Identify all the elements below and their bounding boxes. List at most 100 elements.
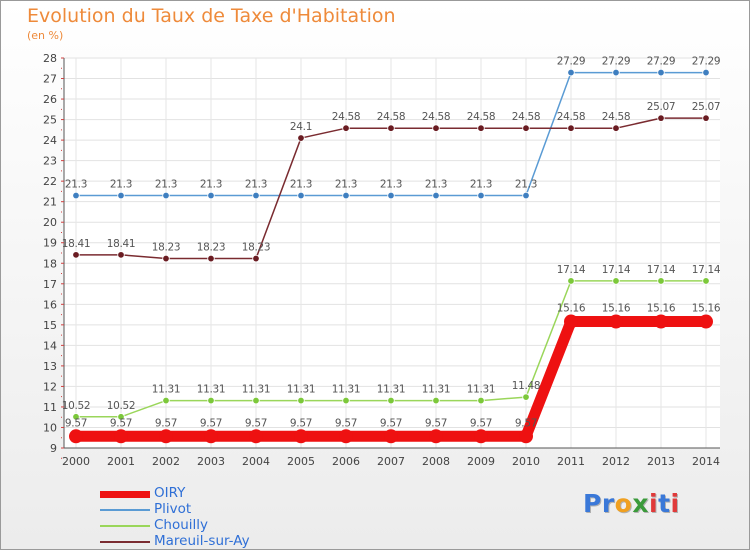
data-point-mareuil-sur-ay	[702, 114, 710, 122]
data-point-mareuil-sur-ay	[612, 124, 620, 132]
data-point-oiry	[69, 429, 83, 444]
data-point-chouilly	[702, 277, 710, 285]
y-tick-label: 15	[43, 319, 57, 332]
data-label-oiry: 9.57	[515, 417, 537, 429]
data-point-mareuil-sur-ay	[387, 124, 395, 132]
y-tick-label: 11	[43, 401, 57, 414]
y-tick-label: 17	[43, 278, 57, 291]
x-tick-label: 2010	[512, 455, 540, 468]
data-point-mareuil-sur-ay	[297, 134, 305, 142]
data-label-mareuil-sur-ay: 24.58	[467, 111, 496, 123]
data-point-oiry	[429, 429, 443, 444]
data-point-oiry	[474, 429, 488, 444]
data-label-plivot: 21.3	[200, 179, 222, 191]
data-label-chouilly: 10.52	[62, 400, 91, 412]
x-tick-label: 2008	[422, 455, 450, 468]
data-point-plivot	[342, 191, 350, 200]
data-label-plivot: 21.3	[470, 179, 492, 191]
data-label-chouilly: 17.14	[647, 264, 676, 276]
logo-letter: t	[658, 489, 671, 518]
data-label-plivot: 27.29	[647, 56, 676, 68]
data-label-plivot: 21.3	[65, 179, 87, 191]
y-tick-label: 20	[43, 216, 57, 229]
data-label-mareuil-sur-ay: 24.1	[290, 121, 312, 133]
data-point-plivot	[117, 191, 125, 200]
x-tick-label: 2002	[152, 455, 180, 468]
data-label-chouilly: 10.52	[107, 400, 136, 412]
data-label-oiry: 15.16	[602, 303, 631, 315]
data-point-mareuil-sur-ay	[162, 254, 170, 263]
data-label-mareuil-sur-ay: 18.23	[197, 242, 226, 254]
data-label-chouilly: 11.31	[422, 384, 451, 396]
data-label-oiry: 9.57	[245, 417, 267, 429]
data-point-oiry	[384, 429, 398, 444]
data-label-mareuil-sur-ay: 24.58	[602, 111, 631, 123]
data-label-plivot: 21.3	[110, 179, 132, 191]
data-point-plivot	[297, 191, 305, 200]
data-label-mareuil-sur-ay: 24.58	[557, 111, 586, 123]
data-label-plivot: 21.3	[425, 179, 447, 191]
data-label-mareuil-sur-ay: 18.23	[242, 242, 271, 254]
y-tick-label: 22	[43, 175, 57, 188]
data-label-oiry: 15.16	[647, 303, 676, 315]
data-point-plivot	[567, 68, 575, 77]
data-label-chouilly: 11.31	[467, 384, 496, 396]
data-point-mareuil-sur-ay	[72, 251, 80, 259]
data-point-oiry	[609, 314, 623, 329]
y-tick-label: 27	[43, 73, 57, 86]
x-tick-label: 2011	[557, 455, 585, 468]
data-label-chouilly: 17.14	[692, 264, 721, 276]
data-point-chouilly	[297, 396, 305, 405]
data-label-chouilly: 11.31	[152, 384, 181, 396]
data-point-chouilly	[342, 396, 350, 405]
y-tick-label: 26	[43, 93, 57, 106]
legend-swatch-mareuil	[100, 541, 150, 543]
y-tick-label: 16	[43, 298, 57, 311]
data-label-plivot: 27.29	[692, 56, 721, 68]
data-label-chouilly: 17.14	[602, 264, 631, 276]
logo-letter: P	[583, 489, 602, 518]
y-tick-label: 13	[43, 360, 57, 373]
data-label-mareuil-sur-ay: 18.23	[152, 242, 181, 254]
logo-letter: r	[601, 489, 615, 518]
data-point-chouilly	[252, 396, 260, 405]
data-point-plivot	[612, 68, 620, 77]
axis-layer: 9 10 11 12 13 14 15 16 17 18 19 20 21 22 23 24 25 26 27 28 2…	[43, 52, 720, 468]
plot-area	[64, 58, 720, 448]
data-label-plivot: 21.3	[290, 179, 312, 191]
data-point-mareuil-sur-ay	[207, 254, 215, 263]
data-point-plivot	[162, 191, 170, 200]
data-point-chouilly	[72, 413, 80, 421]
data-point-plivot	[432, 191, 440, 200]
data-point-chouilly	[477, 396, 485, 405]
data-point-oiry	[699, 314, 713, 329]
data-label-mareuil-sur-ay: 25.07	[647, 101, 676, 113]
data-point-plivot	[522, 191, 530, 200]
data-point-oiry	[519, 429, 533, 444]
y-tick-label: 19	[43, 237, 57, 250]
data-point-chouilly	[387, 396, 395, 405]
x-tick-label: 2009	[467, 455, 495, 468]
data-point-plivot	[477, 191, 485, 200]
data-label-chouilly: 11.48	[512, 380, 541, 392]
data-point-mareuil-sur-ay	[432, 124, 440, 132]
data-label-oiry: 9.57	[155, 417, 177, 429]
legend-swatch-chouilly	[100, 525, 150, 527]
data-point-oiry	[339, 429, 353, 444]
data-label-plivot: 21.3	[380, 179, 402, 191]
y-tick-label: 12	[43, 380, 57, 393]
logo-letter: o	[614, 489, 633, 518]
legend-swatch-plivot	[100, 509, 150, 511]
legend-label-mareuil: Mareuil-sur-Ay	[154, 533, 250, 549]
x-tick-label: 2007	[377, 455, 405, 468]
data-point-chouilly	[612, 277, 620, 285]
logo-letter: i	[649, 489, 659, 518]
logo-letter: x	[632, 489, 649, 518]
data-label-chouilly: 11.31	[332, 384, 361, 396]
data-label-mareuil-sur-ay: 24.58	[512, 111, 541, 123]
data-label-oiry: 9.57	[290, 417, 312, 429]
series-layer	[69, 68, 713, 444]
data-point-plivot	[387, 191, 395, 200]
legend-swatch-oiry	[100, 491, 150, 498]
